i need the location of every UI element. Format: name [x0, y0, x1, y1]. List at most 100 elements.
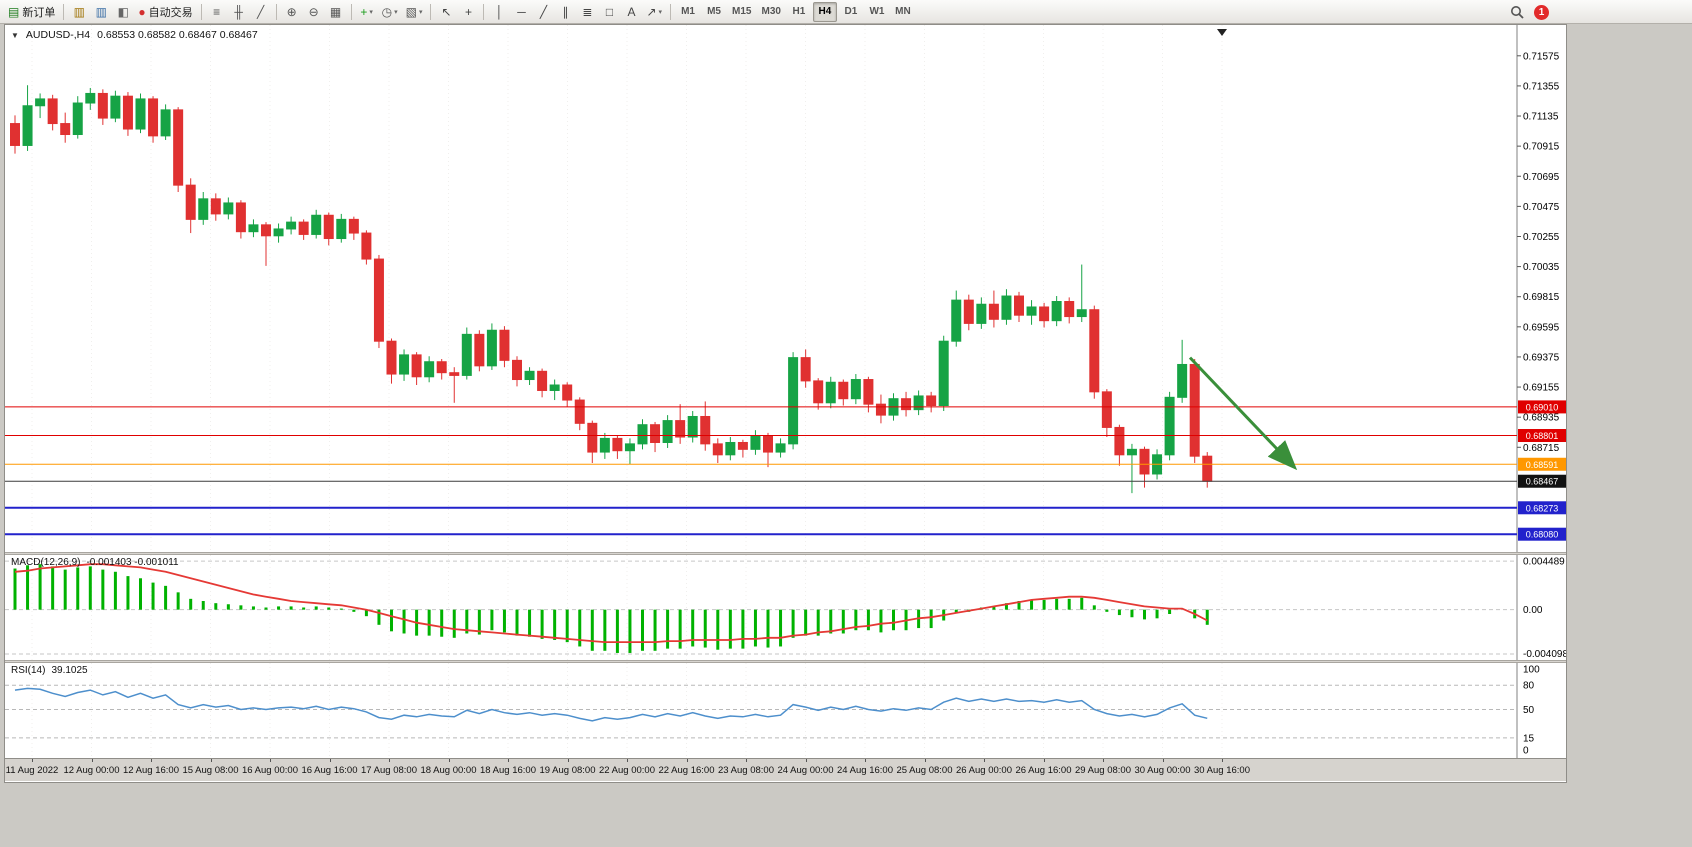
fibonacci-button[interactable]: ≣ — [577, 2, 597, 22]
text-button[interactable]: A — [621, 2, 641, 22]
candle-up — [424, 361, 435, 378]
candle-up — [1001, 295, 1012, 320]
time-axis-label: 26 Aug 16:00 — [1015, 765, 1072, 776]
timeframe-m1-button[interactable]: M1 — [676, 2, 700, 22]
arrows-button[interactable]: ↗ ▾ — [643, 2, 665, 22]
price-chart-panel: 0.71575 0.71355 0.71135 0.70915 0.70695 0.704… — [5, 25, 1566, 552]
candle-down — [763, 435, 773, 453]
candle-down — [700, 415, 711, 445]
time-tick — [1043, 759, 1045, 762]
price-axis-label: 0.70255 — [1523, 232, 1560, 243]
line-chart-button[interactable]: ╱ — [251, 2, 271, 22]
candle-down — [838, 381, 849, 400]
cursor-button[interactable]: ↖ — [436, 2, 456, 22]
chart-shift-marker — [1217, 29, 1227, 36]
auto-trading-label: 自动交易 — [148, 6, 193, 19]
time-tick — [865, 759, 866, 762]
price-axis-label: 0.71135 — [1523, 112, 1559, 123]
candle-down — [411, 354, 422, 378]
time-tick — [508, 759, 509, 762]
candle-down — [587, 422, 598, 453]
candlestick-chart-button[interactable]: ╫ — [229, 2, 249, 22]
time-tick — [984, 759, 985, 762]
macd-axis-label: -0.004098 — [1523, 649, 1566, 660]
candle-down — [348, 218, 359, 234]
candle-up — [486, 329, 497, 367]
price-axis-label: 0.70475 — [1523, 202, 1560, 213]
price-axis-label: 0.69595 — [1523, 322, 1560, 333]
templates-button[interactable]: ▧ ▾ — [403, 2, 426, 22]
trendline-button[interactable]: ╱ — [533, 2, 553, 22]
timeframe-mn-button[interactable]: MN — [891, 2, 915, 22]
rsi-axis-label: 0 — [1523, 746, 1529, 757]
macd-signal-line — [14, 563, 1208, 643]
tile-windows-button[interactable]: ▦ — [326, 2, 346, 22]
price-axis-label: 0.70915 — [1523, 142, 1560, 153]
new-order-button[interactable]: ▤ 新订单 — [5, 2, 58, 22]
price-axis-label: 0.71575 — [1523, 51, 1560, 62]
equidistant-channel-button[interactable]: ∥ — [555, 2, 575, 22]
candle-up — [750, 435, 761, 450]
profiles-icon: ▥ — [95, 4, 108, 19]
trend-arrow[interactable] — [1188, 356, 1298, 471]
timeframe-d1-button[interactable]: D1 — [839, 2, 863, 22]
zoom-in-button[interactable]: ⊕ — [282, 2, 302, 22]
toolbar-buttons: ▤ 新订单 ▥ ▥ ◧ ● 自动交易 ≡ ╫ ╱ ⊕ ⊖ ▦ + ▾ ◷ ▾ ▧ ▾ ↖ + │ ─ ╱ ∥ ≣ □ A ↗ ▾ M1 M5 M… — [4, 0, 916, 24]
timeframe-m30-button[interactable]: M30 — [757, 2, 784, 22]
window-caret-icon[interactable]: ▼ — [11, 30, 19, 40]
candle-up — [687, 415, 698, 438]
panel-splitter[interactable] — [5, 552, 1566, 555]
candle-up — [524, 370, 535, 381]
zoom-out-button[interactable]: ⊖ — [304, 2, 324, 22]
candle-down — [800, 357, 811, 382]
candle-down — [1114, 426, 1125, 456]
candle-down — [210, 198, 221, 215]
time-tick — [210, 759, 212, 762]
auto-trading-button[interactable]: ● 自动交易 — [135, 2, 195, 22]
panel-splitter[interactable] — [5, 660, 1566, 663]
candle-down — [875, 403, 886, 416]
candle-down — [712, 443, 723, 456]
price-line-badge-text: 0.68080 — [1526, 530, 1559, 540]
candle-down — [675, 420, 686, 438]
shapes-button[interactable]: □ — [599, 2, 619, 22]
price-line-badge — [1518, 400, 1566, 414]
timeframe-m5-button[interactable]: M5 — [702, 2, 726, 22]
notification-badge[interactable]: 1 — [1534, 4, 1549, 20]
new-chart-button[interactable]: ▥ — [69, 2, 89, 22]
candle-up — [775, 443, 786, 453]
candle-down — [1064, 301, 1075, 318]
data-window-button[interactable]: ◧ — [113, 2, 133, 22]
time-axis[interactable]: 11 Aug 2022 12 Aug 00:00 12 Aug 16:00 15 Au… — [5, 758, 1566, 781]
time-tick — [686, 759, 688, 762]
indicators-button[interactable]: + ▾ — [357, 2, 377, 22]
horizontal-line-button[interactable]: ─ — [511, 2, 531, 22]
timeframe-h4-button[interactable]: H4 — [812, 1, 837, 22]
vertical-line-button[interactable]: │ — [489, 2, 509, 22]
timeframe-h1-button[interactable]: H1 — [787, 2, 811, 22]
rsi-canvas[interactable]: 100 80 50 15 0 — [5, 663, 1566, 758]
time-tick — [151, 759, 152, 762]
crosshair-button[interactable]: + — [458, 2, 478, 22]
timeframe-w1-button[interactable]: W1 — [865, 2, 889, 22]
time-axis-label: 18 Aug 00:00 — [420, 765, 477, 776]
toolbar-separator — [670, 3, 672, 20]
candle-up — [624, 443, 635, 452]
price-chart-canvas[interactable]: 0.71575 0.71355 0.71135 0.70915 0.70695 0.704… — [5, 25, 1566, 552]
periods-button[interactable]: ◷ ▾ — [379, 2, 401, 22]
profiles-button[interactable]: ▥ — [91, 2, 111, 22]
new-order-icon: ▤ — [8, 4, 20, 19]
candle-up — [913, 395, 924, 411]
candle-up — [223, 202, 234, 215]
time-axis-label: 22 Aug 00:00 — [599, 765, 655, 776]
search-icon[interactable] — [1510, 5, 1524, 19]
candle-down — [148, 98, 159, 137]
macd-canvas[interactable]: 0.004489 0.00 -0.004098 — [5, 555, 1566, 660]
bar-chart-button[interactable]: ≡ — [207, 2, 227, 22]
candle-down — [1039, 306, 1050, 322]
timeframe-m15-button[interactable]: M15 — [728, 2, 755, 22]
macd-axis-label: 0.004489 — [1523, 557, 1565, 568]
zoom-out-icon: ⊖ — [308, 4, 319, 19]
time-axis-label: 18 Aug 16:00 — [480, 765, 536, 776]
